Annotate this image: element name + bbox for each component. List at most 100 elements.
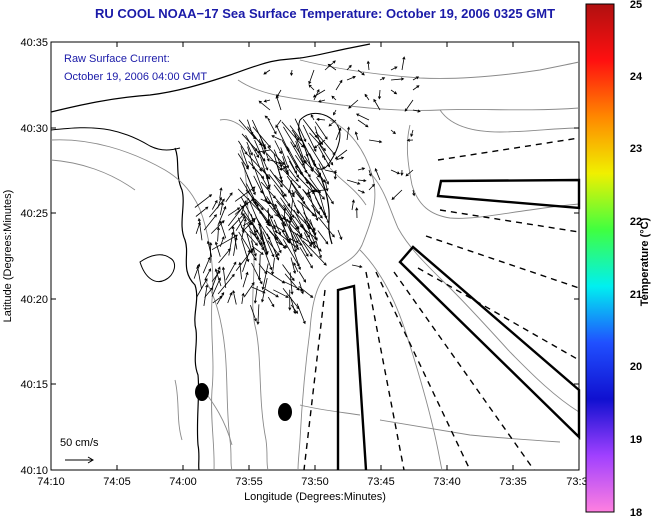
current-vector [203, 284, 209, 306]
current-vector [267, 208, 271, 225]
colorbar-tick-label: 20 [630, 361, 642, 373]
current-vector [232, 289, 237, 305]
current-vector [357, 69, 365, 76]
current-vector [295, 140, 308, 174]
current-vector [250, 304, 257, 322]
current-vector [337, 229, 343, 241]
current-vector [231, 225, 238, 250]
current-vector [219, 201, 224, 216]
current-vector [412, 109, 421, 113]
map-content [50, 43, 581, 471]
current-vector [254, 139, 269, 171]
current-vector [390, 77, 405, 81]
current-vector [263, 69, 271, 75]
current-vector [346, 64, 352, 71]
current-vector [266, 175, 271, 191]
current-vector [322, 154, 326, 161]
x-tick-label: 73:3 [566, 476, 587, 488]
current-vector [377, 89, 382, 100]
current-vector [238, 261, 242, 280]
current-vector [404, 99, 414, 112]
current-vector [242, 218, 257, 227]
current-vector [401, 56, 406, 71]
current-vector [315, 131, 336, 156]
current-vector [280, 167, 302, 189]
y-tick-label: 40:15 [20, 379, 48, 391]
current-vector [299, 246, 313, 269]
coastline-top [50, 43, 371, 113]
current-vector [412, 189, 416, 197]
current-vector [219, 236, 225, 247]
current-vector [246, 174, 256, 196]
radar-box-east [436, 178, 581, 210]
current-vector [241, 292, 245, 304]
current-vector [282, 264, 295, 282]
current-vector [364, 93, 370, 101]
current-vector [281, 214, 303, 237]
current-vector [265, 200, 278, 207]
current-vector [357, 189, 366, 194]
x-tick-label: 73:50 [301, 476, 329, 488]
current-vector [317, 202, 330, 224]
sandy-hook [319, 174, 333, 245]
current-vector [355, 113, 370, 121]
current-vector [214, 241, 221, 257]
current-vector [335, 79, 343, 91]
current-vector [327, 63, 337, 71]
current-vector [390, 89, 398, 95]
current-vector [251, 262, 263, 285]
current-vector [293, 262, 299, 273]
x-axis-label: Longitude (Degrees:Minutes) [244, 491, 386, 503]
current-vector [357, 119, 369, 128]
current-vector [237, 217, 245, 234]
current-vector [259, 135, 270, 162]
current-vector [318, 216, 335, 238]
current-vector [390, 169, 401, 175]
current-vector [331, 95, 337, 101]
current-vector [261, 263, 269, 291]
current-vector [195, 221, 201, 235]
current-vector [227, 292, 233, 304]
current-vector [275, 162, 283, 184]
land-upper-left [50, 127, 181, 151]
current-vector [308, 69, 315, 85]
current-vector [318, 99, 326, 103]
current-vector [315, 168, 326, 183]
current-vector [251, 245, 264, 255]
current-vector [211, 266, 221, 288]
current-vector [275, 119, 282, 128]
current-vector [366, 60, 370, 71]
current-vector [227, 207, 241, 216]
current-vector [297, 199, 318, 217]
current-vector [197, 217, 203, 241]
current-vector [249, 230, 260, 240]
colorbar-tick-label: 24 [630, 71, 643, 83]
current-vector [269, 159, 282, 165]
current-vector [287, 179, 293, 194]
current-vector [227, 205, 245, 227]
current-vector [280, 166, 287, 171]
current-vector [318, 146, 330, 168]
current-vector [267, 210, 278, 234]
current-vector [299, 225, 318, 240]
current-vector [233, 236, 238, 256]
current-vector [355, 207, 359, 219]
current-vector [193, 263, 201, 279]
radar-box-southeast [398, 245, 581, 440]
current-vector [288, 289, 292, 311]
coastline-west [174, 147, 200, 471]
y-tick-label: 40:10 [20, 465, 48, 477]
current-vector [303, 160, 321, 178]
coastline-harbor [298, 113, 341, 170]
map-title: RU COOL NOAA−17 Sea Surface Temperature:… [95, 6, 555, 21]
current-vector [324, 179, 329, 192]
current-vector [245, 134, 260, 159]
current-vector [335, 156, 345, 161]
colorbar-label: Temperature (°C) [639, 217, 651, 306]
x-tick-label: 73:55 [235, 476, 263, 488]
current-vector [346, 179, 361, 185]
current-vectors [193, 56, 421, 325]
x-tick-label: 74:10 [37, 476, 65, 488]
current-vector [274, 174, 295, 198]
